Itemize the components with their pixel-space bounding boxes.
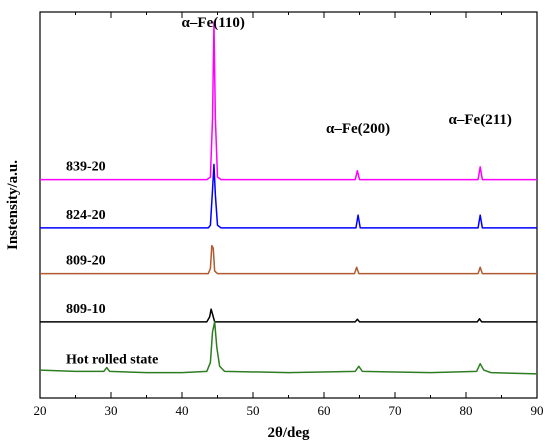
x-tick-label: 60 xyxy=(318,403,331,418)
peak-annotations: α–Fe(110) α–Fe(200) α–Fe(211) xyxy=(182,15,512,137)
series-labels: 839-20 824-20 809-20 809-10 Hot rolled state xyxy=(66,160,158,368)
y-axis-title: Instensity/a.u. xyxy=(5,160,21,250)
peak-label-0: α–Fe(110) xyxy=(182,15,245,31)
plot-frame xyxy=(39,11,538,399)
x-tick-label: 40 xyxy=(176,403,189,418)
series-line-0 xyxy=(40,21,537,181)
peak-label-2: α–Fe(211) xyxy=(449,112,512,128)
series-label-0: 839-20 xyxy=(66,160,106,175)
series-label-2: 809-20 xyxy=(66,254,106,269)
x-tick-label: 90 xyxy=(531,403,544,418)
peak-label-1: α–Fe(200) xyxy=(326,121,390,137)
series-lines xyxy=(39,21,538,375)
series-label-4: Hot rolled state xyxy=(66,353,158,368)
series-line-3 xyxy=(40,308,537,323)
series-line-2 xyxy=(40,244,537,275)
series-line-4 xyxy=(39,321,538,375)
x-tick-label: 50 xyxy=(247,403,260,418)
series-line-1 xyxy=(40,163,537,229)
x-tick-label: 70 xyxy=(389,403,402,418)
x-tick-label: 30 xyxy=(105,403,118,418)
series-label-3: 809-10 xyxy=(66,302,106,317)
plot-area xyxy=(39,11,538,399)
x-axis-ticks: 20 30 40 50 60 70 80 90 xyxy=(34,12,544,418)
x-axis-title: 2θ/deg xyxy=(268,425,310,441)
x-tick-label: 20 xyxy=(34,403,47,418)
series-label-1: 824-20 xyxy=(66,208,106,223)
x-tick-label: 80 xyxy=(460,403,473,418)
